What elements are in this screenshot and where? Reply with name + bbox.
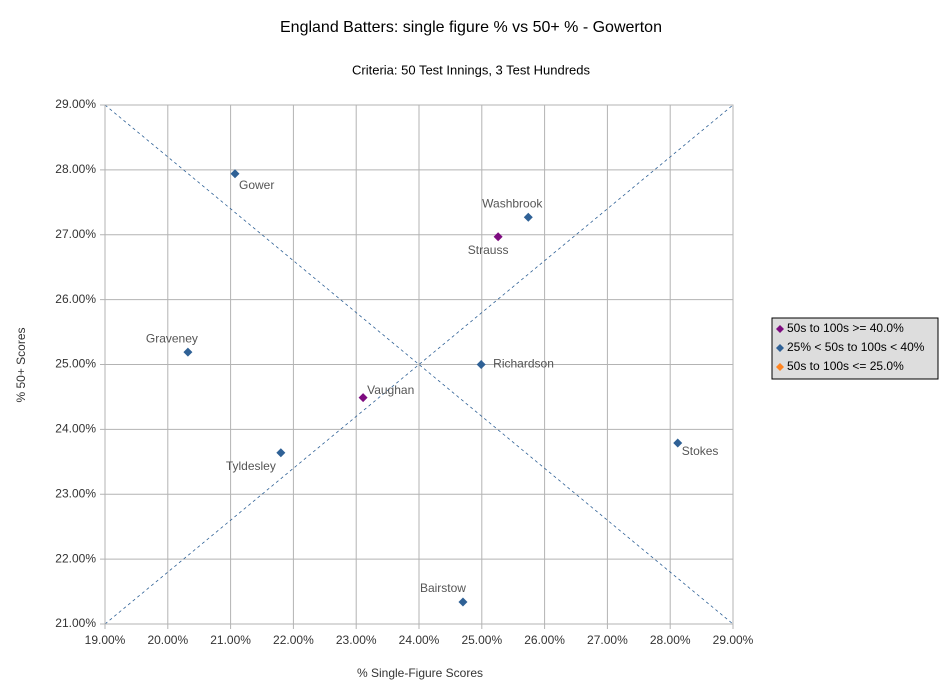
y-tick-label: 23.00% xyxy=(55,486,96,500)
point xyxy=(523,212,533,222)
legend-label: 50s to 100s >= 40.0% xyxy=(787,321,904,335)
point-label: Graveney xyxy=(146,331,198,345)
y-tick-label: 29.00% xyxy=(55,97,96,111)
x-tick-label: 20.00% xyxy=(147,633,188,647)
x-tick-label: 19.00% xyxy=(85,633,126,647)
point-label: Stokes xyxy=(682,444,719,458)
x-tick-label: 26.00% xyxy=(524,633,565,647)
x-tick-label: 28.00% xyxy=(650,633,691,647)
legend-marker xyxy=(776,325,784,333)
x-tick-label: 29.00% xyxy=(713,633,754,647)
chart-subtitle: Criteria: 50 Test Innings, 3 Test Hundre… xyxy=(352,62,590,77)
legend-label: 25% < 50s to 100s < 40% xyxy=(787,340,925,354)
point xyxy=(230,169,240,179)
point xyxy=(476,360,486,369)
point-label: Tyldesley xyxy=(226,459,276,473)
diagonal-line xyxy=(104,104,734,625)
point xyxy=(358,393,368,403)
chart-title: England Batters: single figure % vs 50+ … xyxy=(280,19,662,36)
point xyxy=(673,438,683,448)
point-label: Washbrook xyxy=(482,196,543,210)
x-tick-label: 27.00% xyxy=(587,633,628,647)
legend-box xyxy=(771,317,939,380)
x-tick-label: 22.00% xyxy=(273,633,314,647)
point-label: Vaughan xyxy=(367,383,414,397)
y-tick-label: 26.00% xyxy=(55,292,96,306)
y-axis-label: % 50+ Scores xyxy=(14,327,28,402)
point xyxy=(183,347,193,357)
plot-border xyxy=(104,104,734,625)
legend-marker xyxy=(776,344,784,352)
point xyxy=(458,597,468,607)
y-tick-label: 21.00% xyxy=(55,616,96,630)
point-label: Bairstow xyxy=(420,581,466,595)
y-tick-label: 27.00% xyxy=(55,227,96,241)
point-label: Gower xyxy=(239,178,274,192)
point xyxy=(276,448,286,458)
y-tick-label: 24.00% xyxy=(55,422,96,436)
y-tick-label: 25.00% xyxy=(55,357,96,371)
y-tick-label: 22.00% xyxy=(55,551,96,565)
y-tick-label: 28.00% xyxy=(55,162,96,176)
x-tick-label: 23.00% xyxy=(336,633,377,647)
x-tick-label: 25.00% xyxy=(461,633,502,647)
point-label: Strauss xyxy=(468,243,509,257)
legend-marker xyxy=(776,363,784,371)
point xyxy=(493,232,503,242)
x-tick-label: 21.00% xyxy=(210,633,251,647)
x-axis-label: % Single-Figure Scores xyxy=(357,666,483,680)
diagonal-line xyxy=(104,104,734,625)
point-label: Richardson xyxy=(493,357,554,371)
legend-label: 50s to 100s <= 25.0% xyxy=(787,359,904,373)
x-tick-label: 24.00% xyxy=(399,633,440,647)
